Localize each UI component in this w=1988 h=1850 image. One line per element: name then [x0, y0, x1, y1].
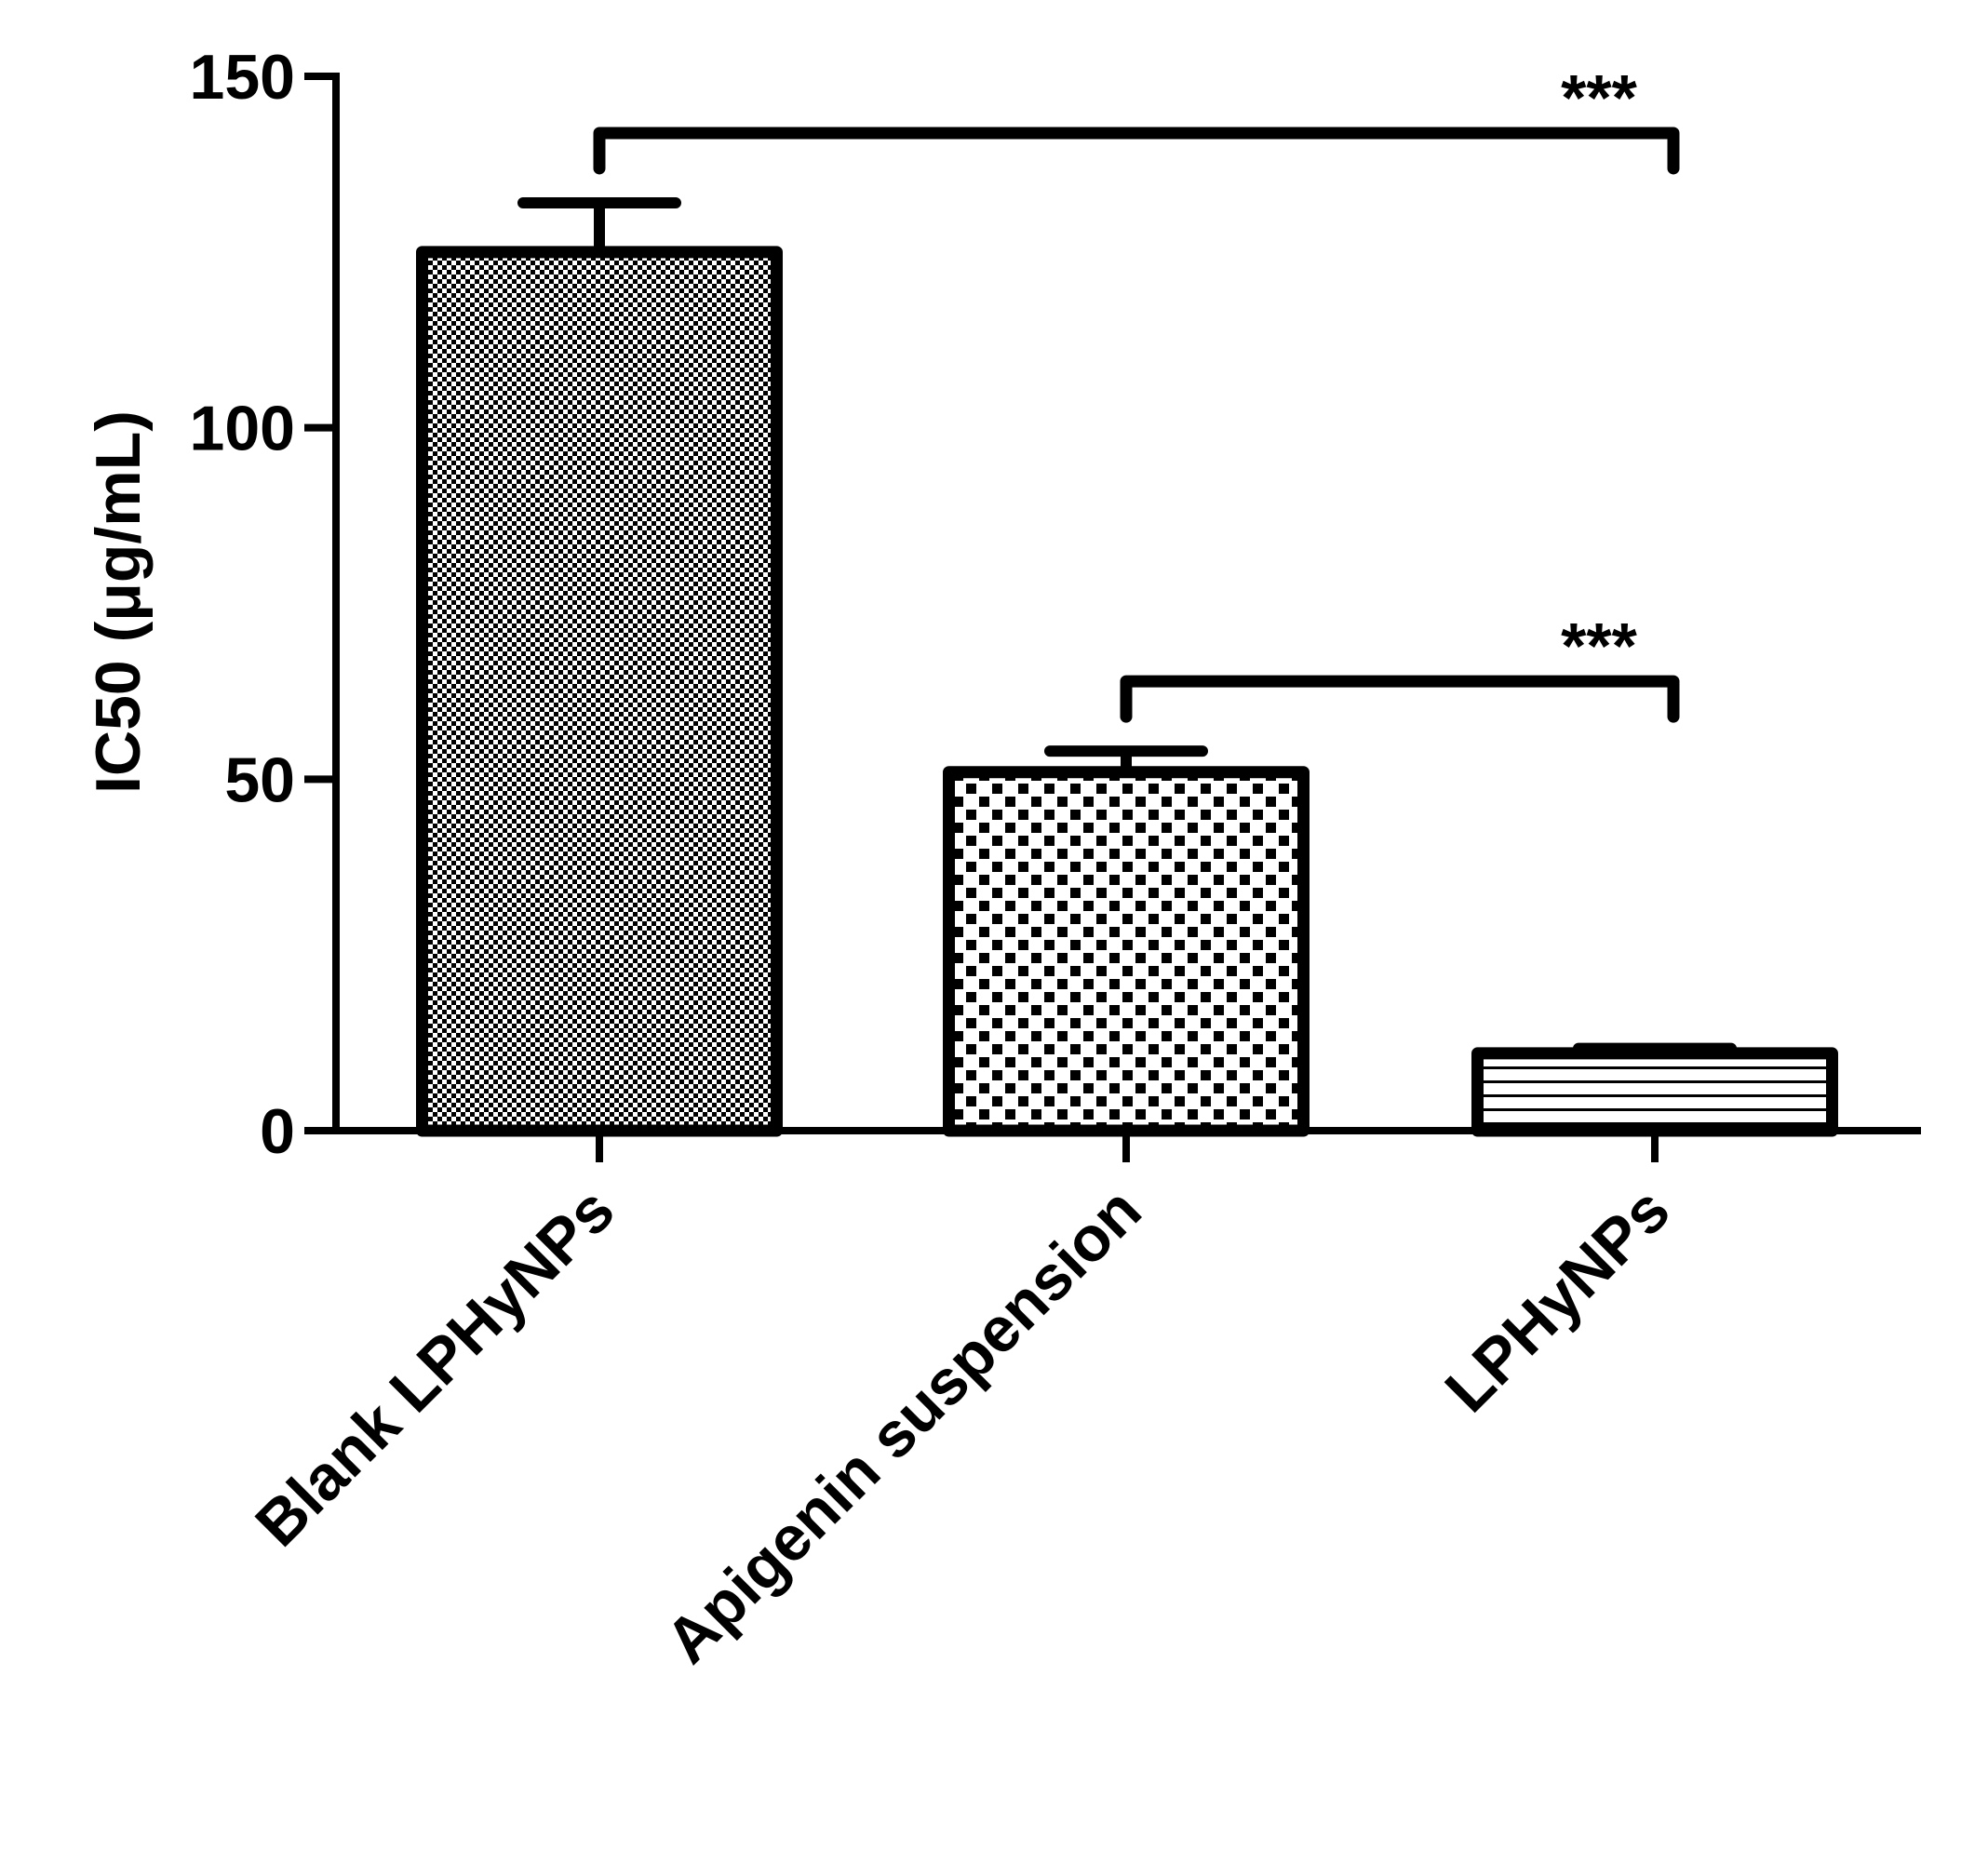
significance-bracket — [593, 127, 1680, 175]
bar — [1471, 1047, 1838, 1137]
error-bar — [517, 196, 681, 258]
error-bar — [1044, 745, 1208, 778]
error-bar — [1573, 1042, 1737, 1059]
significance-bracket — [1120, 675, 1680, 723]
y-tick-label: 0 — [260, 1096, 295, 1167]
y-tick-label: 150 — [190, 42, 295, 113]
y-tick-label: 50 — [224, 744, 295, 815]
x-tick-label: Blank LPHyNPs — [242, 1174, 627, 1560]
x-tick-label: LPHyNPs — [1431, 1174, 1683, 1426]
y-axis-label: IC50 (μg/mL) — [83, 410, 154, 794]
significance-label: *** — [1561, 610, 1637, 682]
bar — [416, 246, 783, 1137]
bar — [943, 766, 1310, 1137]
y-tick-label: 100 — [190, 394, 295, 464]
significance-label: *** — [1561, 61, 1637, 134]
x-tick-label: Apigenin suspension — [652, 1174, 1155, 1677]
